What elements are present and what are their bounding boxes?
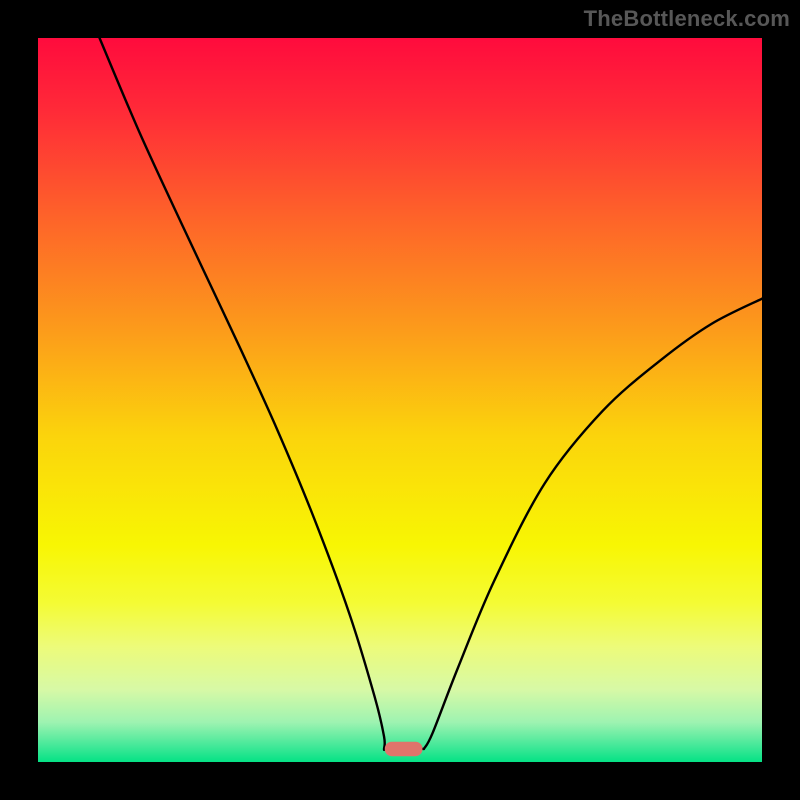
watermark-text: TheBottleneck.com	[584, 6, 790, 32]
bottleneck-chart	[0, 0, 800, 800]
optimal-marker	[385, 742, 423, 756]
chart-stage: TheBottleneck.com	[0, 0, 800, 800]
